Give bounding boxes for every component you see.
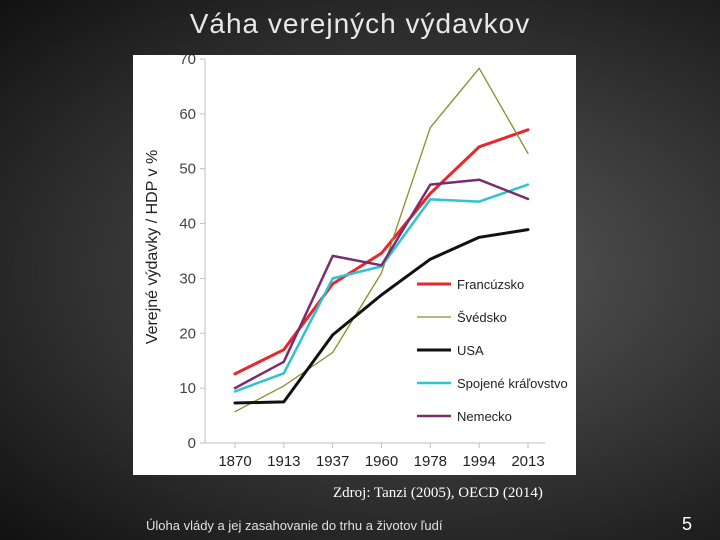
- x-tick-label: 1960: [365, 453, 398, 470]
- y-tick-label: 60: [179, 106, 196, 123]
- legend-label: Nemecko: [457, 409, 512, 424]
- legend-label: Spojené kráľovstvo: [457, 376, 568, 391]
- y-tick-label: 70: [179, 55, 196, 68]
- series-line: [233, 128, 530, 376]
- y-axis-label: Verejné výdavky / HDP v %: [144, 150, 161, 344]
- x-tick-label: 1978: [414, 453, 447, 470]
- y-tick-label: 40: [179, 216, 196, 233]
- line-chart: 0 10 20 30 40 50 60 70 1870 1913 1937 1960 1978 1994 2…: [144, 55, 568, 470]
- chart-panel: 0 10 20 30 40 50 60 70 1870 1913 1937 1960 1978 1994 2…: [133, 55, 576, 475]
- legend-label: USA: [457, 343, 484, 358]
- y-tick-label: 10: [179, 380, 196, 397]
- legend-label: Švédsko: [457, 310, 507, 325]
- y-tick-label: 0: [188, 435, 196, 452]
- y-tick-label: 30: [179, 270, 196, 287]
- x-tick-label: 1994: [462, 453, 495, 470]
- page-number: 5: [682, 514, 693, 534]
- x-tick-label: 2013: [511, 453, 544, 470]
- y-tick-label: 20: [179, 325, 196, 342]
- y-tick-label: 50: [179, 161, 196, 178]
- source-note: Zdroj: Tanzi (2005), OECD (2014): [333, 485, 543, 501]
- x-tick-label: 1913: [267, 453, 300, 470]
- legend-label: Francúzsko: [457, 277, 524, 292]
- series-line: [234, 67, 529, 413]
- x-tick-label: 1937: [316, 453, 349, 470]
- footer-text: Úloha vlády a jej zasahovanie do trhu a …: [146, 518, 443, 533]
- x-tick-label: 1870: [218, 453, 251, 470]
- slide-title: Váha verejných výdavkov: [189, 8, 531, 39]
